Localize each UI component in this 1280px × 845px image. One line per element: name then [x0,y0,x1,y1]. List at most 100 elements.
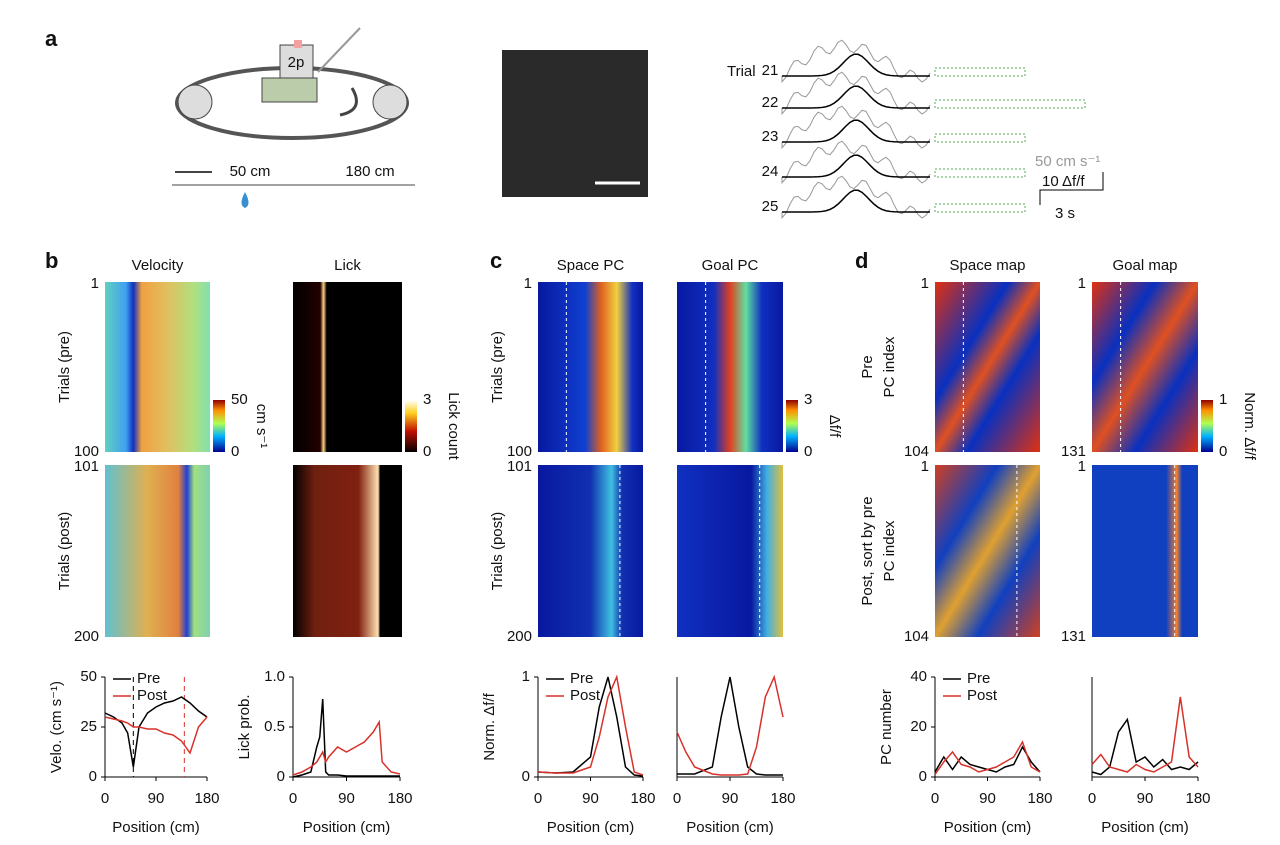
x-tick-label: 90 [582,790,599,807]
heatmap-title: Space PC [557,257,625,274]
colorbar-label: Norm. Δf/f [1241,392,1258,460]
x-tick-label: 180 [1185,790,1210,807]
trial-number: 21 [762,62,779,79]
y-tick-label: 1 [522,668,530,685]
panel-label: d [855,248,868,273]
line-series [934,745,1041,773]
colorbar [213,400,225,452]
x-tick-label: 0 [289,790,297,807]
legend-label: Post [967,687,998,704]
colorbar-tick: 50 [231,391,248,408]
line-series [537,674,644,776]
x-tick-label: 180 [1027,790,1052,807]
scale-bars [1039,172,1104,205]
x-tick-label: 90 [979,790,996,807]
colorbar [1201,400,1213,452]
y-tick-label: 1 [921,458,929,475]
x-axis-label: Position (cm) [686,819,774,836]
y-tick-label: 101 [507,458,532,475]
y-axis-label: Post, sort by pre [859,496,876,605]
axes [1091,677,1198,778]
y-tick-label: 0 [89,768,97,785]
x-tick-label: 90 [722,790,739,807]
line-series [934,740,1041,775]
y-tick-label: 100 [74,443,99,460]
y-tick-label: 1 [1078,458,1086,475]
y-tick-label: 200 [507,628,532,645]
x-tick-label: 180 [770,790,795,807]
y-tick-label: 104 [904,628,929,645]
axes [292,677,400,778]
heatmap [293,282,402,452]
heatmap [1092,465,1198,637]
y-axis-label: Pre [859,355,876,378]
scale-label: 50 cm s⁻¹ [1035,153,1100,170]
line-series [677,676,783,776]
y-tick-label: 0 [522,768,530,785]
x-tick-label: 180 [630,790,655,807]
df-trace [782,119,930,143]
y-axis-label: PC index [881,520,898,581]
trial-number: 24 [762,163,779,180]
y-tick-label: 1 [921,275,929,292]
x-tick-label: 90 [1137,790,1154,807]
colorbar-label: Δf/f [826,415,843,438]
heatmap [1092,282,1198,452]
heatmap [293,465,402,637]
y-tick-label: 1 [524,275,532,292]
scale-label: 10 Δf/f [1042,173,1085,190]
legend-label: Post [570,687,601,704]
y-axis-label: Trials (pre) [489,331,506,403]
panel-label: b [45,248,58,273]
colorbar-tick: 1 [1219,391,1227,408]
x-axis-label: Position (cm) [944,819,1032,836]
y-tick-label: 131 [1061,628,1086,645]
legend-label: Pre [137,670,160,687]
line-series [292,719,401,776]
colorbar [405,400,417,452]
x-axis-label: Position (cm) [112,819,200,836]
heatmap [677,465,783,637]
colorbar-tick: 0 [423,443,431,460]
line-series [676,674,784,776]
x-tick-label: 0 [931,790,939,807]
x-tick-label: 0 [1088,790,1096,807]
y-tick-label: 25 [80,718,97,735]
y-tick-label: 0.5 [264,718,285,735]
colorbar [786,400,798,452]
legend-label: Post [137,687,168,704]
y-tick-label: 0 [277,768,285,785]
panel-label: a [45,26,58,51]
y-axis-label: Trials (pre) [56,331,73,403]
y-tick-label: 0 [919,768,927,785]
x-tick-label: 0 [101,790,109,807]
microscope-label: 2p [288,54,305,71]
y-tick-label: 104 [904,443,929,460]
line-series [104,716,208,755]
y-axis-label: PC number [878,689,895,765]
heatmap-title: Velocity [132,257,184,274]
y-tick-label: 50 [80,668,97,685]
heatmap-title: Space map [950,257,1026,274]
y-tick-label: 100 [507,443,532,460]
colorbar-tick: 0 [804,443,812,460]
heatmap [677,282,783,452]
trial-number: 22 [762,94,779,111]
df-trace [782,53,930,77]
y-axis-label: Lick prob. [236,694,253,759]
x-tick-label: 90 [148,790,165,807]
heatmap [538,282,643,452]
scale-label: 3 s [1055,205,1075,222]
x-axis-label: Position (cm) [547,819,635,836]
lick-trace [934,133,1026,143]
heatmap [105,465,210,637]
y-tick-label: 131 [1061,443,1086,460]
colorbar-tick: 0 [1219,443,1227,460]
x-tick-label: 180 [194,790,219,807]
y-tick-label: 200 [74,628,99,645]
y-axis-label: Norm. Δf/f [481,692,498,760]
heatmap-title: Lick [334,257,361,274]
lick-trace [934,99,1086,109]
y-tick-label: 1 [1078,275,1086,292]
